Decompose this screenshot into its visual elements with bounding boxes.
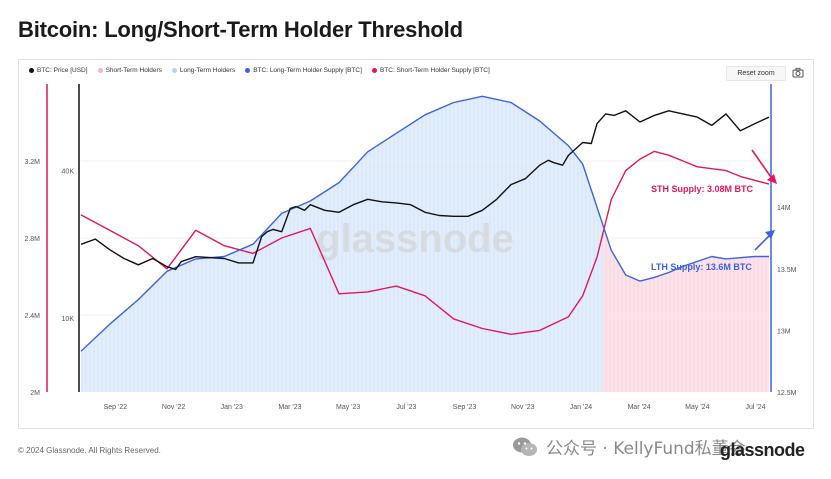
wechat-watermark: 公众号 · KellyFund私董会 [512,434,746,459]
x-tick-label: Sep '23 [453,404,477,411]
legend-dot-price [29,68,34,73]
y-right-lth-tick: 13M [777,328,791,335]
price-line [80,110,770,271]
y-left-sth-tick: 2.8M [24,236,40,243]
legend-dot-sth-area [97,68,103,73]
x-tick-label: Jan '24 [570,404,592,411]
legend-dot-lth-supply [245,68,251,73]
lth-arrow-shaft [754,234,771,251]
reset-zoom-button[interactable]: Reset zoom [726,66,786,81]
sth-supply-line [80,150,770,335]
copyright-text: © 2024 Glassnode. All Rights Reserved. [18,446,161,455]
chart-legend: BTC: Price [USD] Short-Term Holders Long… [29,67,490,74]
legend-item-price[interactable]: BTC: Price [USD] [29,67,88,74]
legend-item-lth-supply[interactable]: BTC: Long-Term Holder Supply [BTC] [245,67,362,74]
y-left-price-tick: 10K [62,316,75,323]
lth-arrow-head [765,230,775,239]
wechat-icon [513,437,537,456]
x-tick-label: Jul '24 [746,404,766,411]
legend-label-sth-area: Short-Term Holders [105,67,162,74]
x-tick-label: May '24 [685,404,709,411]
y-left-sth-tick: 3.2M [24,159,40,166]
legend-label-lth-area: Long-Term Holders [179,67,236,74]
legend-label-sth-supply: BTC: Short-Term Holder Supply [BTC] [379,67,490,74]
sth-arrow-shaft [751,149,774,181]
wechat-text: 公众号 · KellyFund私董会 [546,439,746,459]
lth-annotation: LTH Supply: 13.6M BTC [651,262,752,272]
y-left-sth-tick: 2M [30,390,40,397]
legend-item-sth-area[interactable]: Short-Term Holders [97,67,162,74]
legend-item-sth-supply[interactable]: BTC: Short-Term Holder Supply [BTC] [371,67,490,74]
legend-label-price: BTC: Price [USD] [37,67,88,74]
y-right-lth-tick: 14M [777,205,791,212]
y-right-lth-tick: 13.5M [777,267,797,274]
lth-supply-line [80,95,769,352]
y-left-price-tick: 40K [62,168,75,175]
x-tick-label: Jan '23 [221,404,243,411]
legend-item-lth-area[interactable]: Long-Term Holders [171,67,236,74]
glassnode-logo: glassnode [720,440,805,460]
x-tick-label: Jul '23 [396,404,416,411]
watermark-text: glassnode [316,217,514,261]
legend-label-lth-supply: BTC: Long-Term Holder Supply [BTC] [253,67,362,74]
x-tick-label: May '23 [336,404,360,411]
x-tick-label: Nov '23 [511,404,535,411]
area-mask [81,84,769,352]
y-right-lth-tick: 12.5M [777,390,797,397]
legend-dot-lth-area [171,68,177,73]
sth-arrow-head [767,174,777,184]
x-tick-label: Mar '23 [278,404,301,411]
x-tick-label: Mar '24 [628,404,651,411]
sth-annotation: STH Supply: 3.08M BTC [651,184,754,194]
x-tick-label: Sep '22 [104,404,128,411]
camera-icon[interactable] [792,67,804,78]
legend-dot-sth-supply [371,68,377,73]
y-left-sth-tick: 2.4M [24,313,40,320]
chart-title: Bitcoin: Long/Short-Term Holder Threshol… [18,17,463,42]
x-tick-label: Nov '22 [162,404,186,411]
